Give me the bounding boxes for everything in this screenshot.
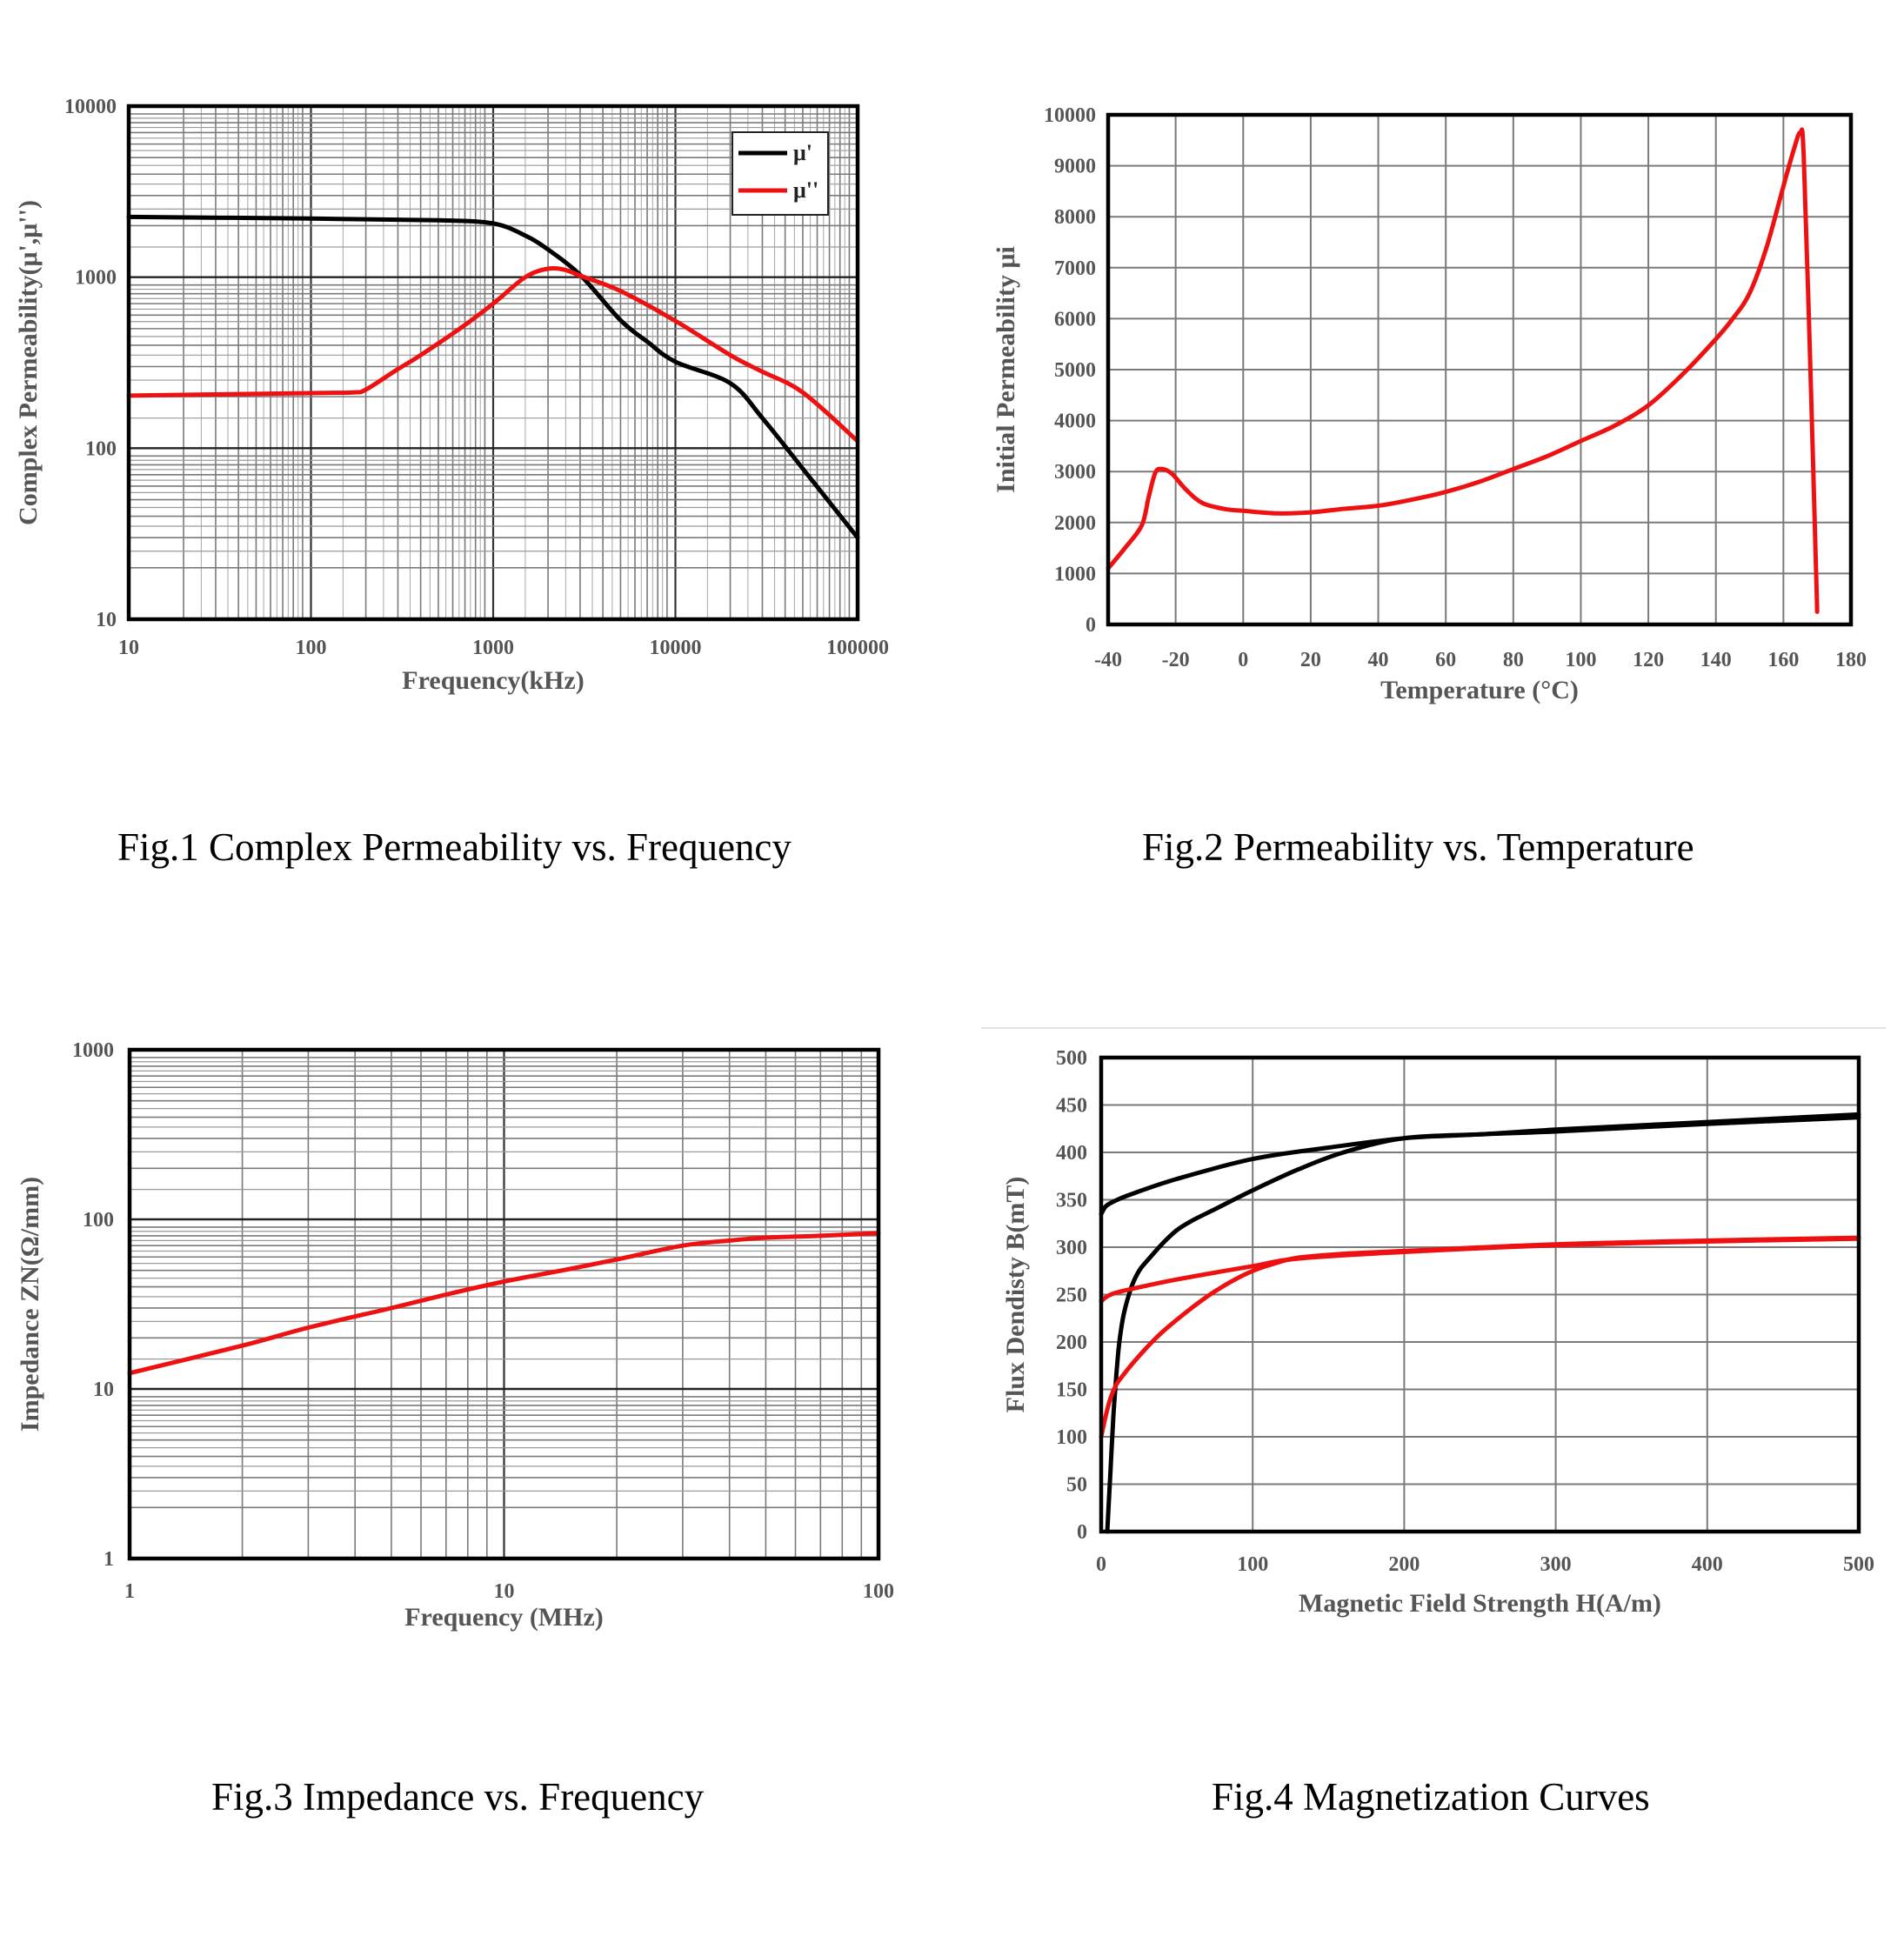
x-tick-label: 180 — [1835, 649, 1867, 671]
x-tick-label: -40 — [1094, 649, 1122, 671]
y-axis-label: Flux Dendisty B(mT) — [1001, 1177, 1030, 1413]
y-tick-label: 50 — [1066, 1474, 1087, 1497]
x-tick-label: 200 — [1388, 1553, 1420, 1576]
y-tick-label: 450 — [1056, 1095, 1087, 1118]
chart-fig1: 10 100 1000 10000 100000 10 100 1000 10000 Freque… — [14, 96, 889, 695]
x-tick-label: 160 — [1767, 649, 1799, 671]
plot-frame — [126, 103, 860, 622]
y-tick-label: 6000 — [1054, 308, 1096, 330]
y-tick-label: 300 — [1056, 1237, 1087, 1259]
y-tick-label: 100 — [1056, 1426, 1087, 1449]
x-tick-label: 1 — [124, 1580, 135, 1603]
y-tick-label: 7000 — [1054, 257, 1096, 280]
chart-fig2: -40 -20 0 20 40 60 80 100 120 140 160 180 0 1000 2000 3… — [992, 104, 1867, 704]
caption-fig3: Fig.3 Impedance vs. Frequency — [211, 1775, 705, 1819]
caption-fig1: Fig.1 Complex Permeability vs. Frequency — [117, 825, 792, 869]
separator-line — [981, 1027, 1886, 1029]
y-axis-label: Impedance ZN(Ω/mm) — [16, 1177, 44, 1432]
y-tick-label: 100 — [85, 437, 117, 460]
x-tick-label: 10 — [494, 1580, 515, 1603]
y-tick-label: 9000 — [1054, 156, 1096, 178]
x-tick-label: 300 — [1540, 1553, 1572, 1576]
x-axis-label: Magnetic Field Strength H(A/m) — [1299, 1589, 1661, 1618]
x-tick-label: 100000 — [826, 637, 889, 659]
y-tick-label: 8000 — [1054, 206, 1096, 229]
y-tick-label: 10 — [93, 1379, 114, 1401]
x-tick-label: 10 — [118, 637, 139, 659]
series-line-3 — [1099, 1236, 1861, 1304]
caption-fig4: Fig.4 Magnetization Curves — [1212, 1775, 1650, 1819]
x-tick-label: 40 — [1368, 649, 1389, 671]
y-axis-label: Initial Permeability μi — [992, 246, 1020, 493]
x-tick-label: 0 — [1096, 1553, 1106, 1576]
plot-frame — [1106, 112, 1854, 627]
y-tick-label: 250 — [1056, 1285, 1087, 1307]
x-tick-label: 140 — [1700, 649, 1732, 671]
x-tick-label: 1000 — [472, 637, 514, 659]
y-tick-label: 200 — [1056, 1332, 1087, 1354]
plot-frame — [1099, 1055, 1861, 1534]
y-tick-label: 10 — [96, 609, 117, 631]
legend-label: μ' — [793, 140, 812, 165]
y-tick-label: 1000 — [1054, 563, 1096, 585]
x-tick-label: 20 — [1300, 649, 1321, 671]
plot-frame — [127, 1047, 881, 1561]
x-tick-label: 120 — [1633, 649, 1664, 671]
series-line-2 — [1099, 1235, 1861, 1439]
x-tick-label: 10000 — [650, 637, 702, 659]
gridlines — [1108, 115, 1851, 624]
y-tick-label: 0 — [1077, 1521, 1087, 1544]
y-tick-label: 4000 — [1054, 411, 1096, 433]
x-tick-label: 0 — [1238, 649, 1248, 671]
series-line-1 — [126, 265, 860, 444]
legend-box — [732, 131, 829, 216]
y-tick-label: 1000 — [72, 1039, 114, 1062]
y-tick-label: 150 — [1056, 1379, 1087, 1402]
y-tick-label: 350 — [1056, 1190, 1087, 1212]
x-tick-label: 60 — [1435, 649, 1456, 671]
chart-fig4: 0 100 200 300 400 500 0 50 100 150 200 250 300 350 400… — [1001, 1047, 1874, 1618]
x-tick-label: -20 — [1162, 649, 1190, 671]
x-axis-label: Temperature (°C) — [1380, 676, 1579, 704]
series-line-1 — [1099, 1112, 1861, 1217]
series-line-0 — [1106, 127, 1820, 614]
x-axis-label: Frequency(kHz) — [402, 666, 584, 695]
y-tick-label: 1 — [104, 1548, 114, 1571]
x-tick-label: 100 — [1237, 1553, 1268, 1576]
y-tick-label: 3000 — [1054, 461, 1096, 484]
y-axis-label: Complex Permeability(μ',μ'') — [14, 200, 43, 525]
y-tick-label: 2000 — [1054, 512, 1096, 535]
y-tick-label: 100 — [83, 1209, 114, 1232]
y-tick-label: 10000 — [1044, 104, 1096, 127]
caption-fig2: Fig.2 Permeability vs. Temperature — [1142, 825, 1694, 869]
x-tick-label: 100 — [296, 637, 327, 659]
x-tick-label: 100 — [863, 1580, 894, 1603]
x-tick-label: 400 — [1692, 1553, 1723, 1576]
x-axis-label: Frequency (MHz) — [404, 1603, 604, 1632]
x-tick-label: 80 — [1503, 649, 1524, 671]
chart-fig3: 1 10 100 1 10 100 1000 Frequency (MHz) Impedance… — [16, 1039, 894, 1632]
legend: μ' μ'' — [732, 131, 829, 216]
x-tick-label: 500 — [1843, 1553, 1874, 1576]
legend-label: μ'' — [793, 177, 818, 203]
gridlines — [130, 1050, 879, 1559]
y-tick-label: 0 — [1086, 614, 1096, 637]
y-tick-label: 5000 — [1054, 359, 1096, 382]
y-tick-label: 10000 — [64, 96, 117, 118]
x-tick-label: 100 — [1565, 649, 1596, 671]
y-tick-label: 1000 — [75, 267, 117, 290]
series-line-0 — [1105, 1115, 1861, 1534]
gridlines — [1101, 1058, 1859, 1532]
y-tick-label: 400 — [1056, 1142, 1087, 1165]
series-line-0 — [127, 1231, 881, 1376]
y-tick-label: 500 — [1056, 1047, 1087, 1070]
